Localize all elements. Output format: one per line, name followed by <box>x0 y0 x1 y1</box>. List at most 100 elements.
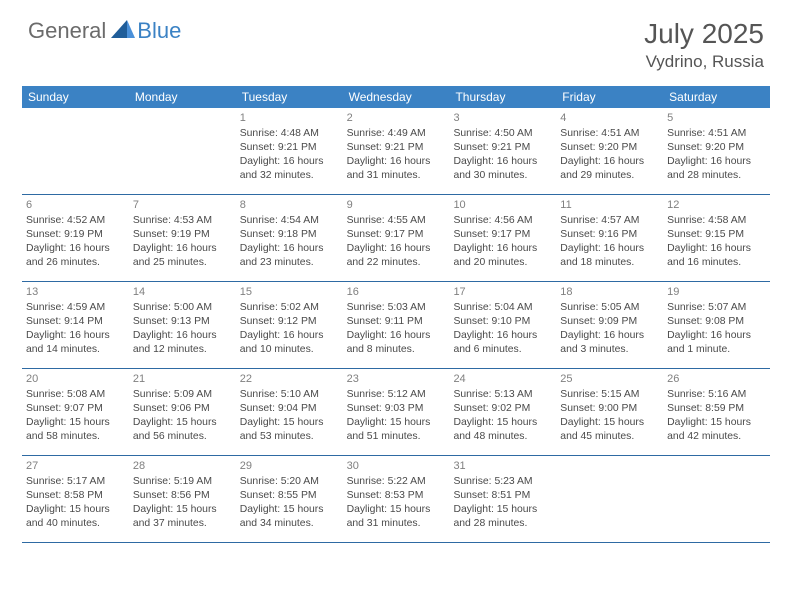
day-number: 5 <box>667 111 766 126</box>
weekday-header-tuesday: Tuesday <box>236 86 343 108</box>
sunset-line: Sunset: 9:10 PM <box>453 315 552 329</box>
day-number: 8 <box>240 198 339 213</box>
sunrise-line: Sunrise: 4:57 AM <box>560 214 659 228</box>
brand-triangle-icon <box>111 20 135 43</box>
sunrise-line: Sunrise: 4:55 AM <box>347 214 446 228</box>
day-number: 9 <box>347 198 446 213</box>
sunrise-line: Sunrise: 5:17 AM <box>26 475 125 489</box>
sunset-line: Sunset: 9:19 PM <box>133 228 232 242</box>
weekday-header-thursday: Thursday <box>449 86 556 108</box>
sunset-line: Sunset: 9:18 PM <box>240 228 339 242</box>
day-number: 3 <box>453 111 552 126</box>
day-number: 19 <box>667 285 766 300</box>
sunrise-line: Sunrise: 5:20 AM <box>240 475 339 489</box>
daylight-line: Daylight: 15 hours and 42 minutes. <box>667 416 766 444</box>
daylight-line: Daylight: 15 hours and 37 minutes. <box>133 503 232 531</box>
sunrise-line: Sunrise: 5:16 AM <box>667 388 766 402</box>
daylight-line: Daylight: 16 hours and 25 minutes. <box>133 242 232 270</box>
day-cell: 15Sunrise: 5:02 AMSunset: 9:12 PMDayligh… <box>236 282 343 368</box>
day-cell: 2Sunrise: 4:49 AMSunset: 9:21 PMDaylight… <box>343 108 450 194</box>
sunrise-line: Sunrise: 5:19 AM <box>133 475 232 489</box>
sunset-line: Sunset: 9:07 PM <box>26 402 125 416</box>
sunset-line: Sunset: 8:59 PM <box>667 402 766 416</box>
week-row: 20Sunrise: 5:08 AMSunset: 9:07 PMDayligh… <box>22 369 770 456</box>
sunset-line: Sunset: 8:56 PM <box>133 489 232 503</box>
day-number: 18 <box>560 285 659 300</box>
sunset-line: Sunset: 9:06 PM <box>133 402 232 416</box>
sunset-line: Sunset: 9:17 PM <box>453 228 552 242</box>
sunrise-line: Sunrise: 5:22 AM <box>347 475 446 489</box>
day-cell: 23Sunrise: 5:12 AMSunset: 9:03 PMDayligh… <box>343 369 450 455</box>
calendar: SundayMondayTuesdayWednesdayThursdayFrid… <box>22 86 770 543</box>
sunrise-line: Sunrise: 4:59 AM <box>26 301 125 315</box>
sunrise-line: Sunrise: 5:23 AM <box>453 475 552 489</box>
sunset-line: Sunset: 9:03 PM <box>347 402 446 416</box>
day-number: 26 <box>667 372 766 387</box>
day-cell <box>663 456 770 542</box>
day-number: 30 <box>347 459 446 474</box>
week-row: 1Sunrise: 4:48 AMSunset: 9:21 PMDaylight… <box>22 108 770 195</box>
sunset-line: Sunset: 9:16 PM <box>560 228 659 242</box>
day-number: 14 <box>133 285 232 300</box>
day-cell: 11Sunrise: 4:57 AMSunset: 9:16 PMDayligh… <box>556 195 663 281</box>
sunrise-line: Sunrise: 4:58 AM <box>667 214 766 228</box>
daylight-line: Daylight: 15 hours and 58 minutes. <box>26 416 125 444</box>
sunrise-line: Sunrise: 4:54 AM <box>240 214 339 228</box>
day-number: 20 <box>26 372 125 387</box>
day-cell <box>22 108 129 194</box>
daylight-line: Daylight: 16 hours and 26 minutes. <box>26 242 125 270</box>
daylight-line: Daylight: 16 hours and 31 minutes. <box>347 155 446 183</box>
sunrise-line: Sunrise: 4:51 AM <box>667 127 766 141</box>
daylight-line: Daylight: 16 hours and 32 minutes. <box>240 155 339 183</box>
sunset-line: Sunset: 8:58 PM <box>26 489 125 503</box>
sunset-line: Sunset: 9:08 PM <box>667 315 766 329</box>
day-cell: 30Sunrise: 5:22 AMSunset: 8:53 PMDayligh… <box>343 456 450 542</box>
day-number: 21 <box>133 372 232 387</box>
sunrise-line: Sunrise: 5:05 AM <box>560 301 659 315</box>
daylight-line: Daylight: 15 hours and 51 minutes. <box>347 416 446 444</box>
month-title: July 2025 <box>644 18 764 50</box>
day-number: 11 <box>560 198 659 213</box>
day-cell: 4Sunrise: 4:51 AMSunset: 9:20 PMDaylight… <box>556 108 663 194</box>
day-cell: 21Sunrise: 5:09 AMSunset: 9:06 PMDayligh… <box>129 369 236 455</box>
sunset-line: Sunset: 8:55 PM <box>240 489 339 503</box>
sunrise-line: Sunrise: 5:02 AM <box>240 301 339 315</box>
weeks-container: 1Sunrise: 4:48 AMSunset: 9:21 PMDaylight… <box>22 108 770 543</box>
day-number: 2 <box>347 111 446 126</box>
daylight-line: Daylight: 16 hours and 20 minutes. <box>453 242 552 270</box>
weekday-header-row: SundayMondayTuesdayWednesdayThursdayFrid… <box>22 86 770 108</box>
sunrise-line: Sunrise: 5:13 AM <box>453 388 552 402</box>
day-cell: 17Sunrise: 5:04 AMSunset: 9:10 PMDayligh… <box>449 282 556 368</box>
sunrise-line: Sunrise: 4:51 AM <box>560 127 659 141</box>
day-number: 17 <box>453 285 552 300</box>
weekday-header-wednesday: Wednesday <box>343 86 450 108</box>
sunset-line: Sunset: 9:21 PM <box>240 141 339 155</box>
day-cell: 18Sunrise: 5:05 AMSunset: 9:09 PMDayligh… <box>556 282 663 368</box>
daylight-line: Daylight: 15 hours and 45 minutes. <box>560 416 659 444</box>
daylight-line: Daylight: 16 hours and 10 minutes. <box>240 329 339 357</box>
sunrise-line: Sunrise: 5:07 AM <box>667 301 766 315</box>
week-row: 6Sunrise: 4:52 AMSunset: 9:19 PMDaylight… <box>22 195 770 282</box>
daylight-line: Daylight: 15 hours and 34 minutes. <box>240 503 339 531</box>
day-cell: 29Sunrise: 5:20 AMSunset: 8:55 PMDayligh… <box>236 456 343 542</box>
sunrise-line: Sunrise: 5:04 AM <box>453 301 552 315</box>
day-number: 27 <box>26 459 125 474</box>
title-block: July 2025 Vydrino, Russia <box>644 18 764 72</box>
sunset-line: Sunset: 9:11 PM <box>347 315 446 329</box>
daylight-line: Daylight: 16 hours and 12 minutes. <box>133 329 232 357</box>
day-number: 23 <box>347 372 446 387</box>
day-number: 24 <box>453 372 552 387</box>
daylight-line: Daylight: 16 hours and 30 minutes. <box>453 155 552 183</box>
sunrise-line: Sunrise: 4:52 AM <box>26 214 125 228</box>
day-number: 25 <box>560 372 659 387</box>
sunset-line: Sunset: 9:20 PM <box>560 141 659 155</box>
sunrise-line: Sunrise: 5:12 AM <box>347 388 446 402</box>
day-number: 16 <box>347 285 446 300</box>
day-number: 15 <box>240 285 339 300</box>
day-cell: 25Sunrise: 5:15 AMSunset: 9:00 PMDayligh… <box>556 369 663 455</box>
day-cell <box>129 108 236 194</box>
daylight-line: Daylight: 15 hours and 53 minutes. <box>240 416 339 444</box>
day-cell: 26Sunrise: 5:16 AMSunset: 8:59 PMDayligh… <box>663 369 770 455</box>
daylight-line: Daylight: 15 hours and 56 minutes. <box>133 416 232 444</box>
header: General Blue July 2025 Vydrino, Russia <box>0 0 792 80</box>
